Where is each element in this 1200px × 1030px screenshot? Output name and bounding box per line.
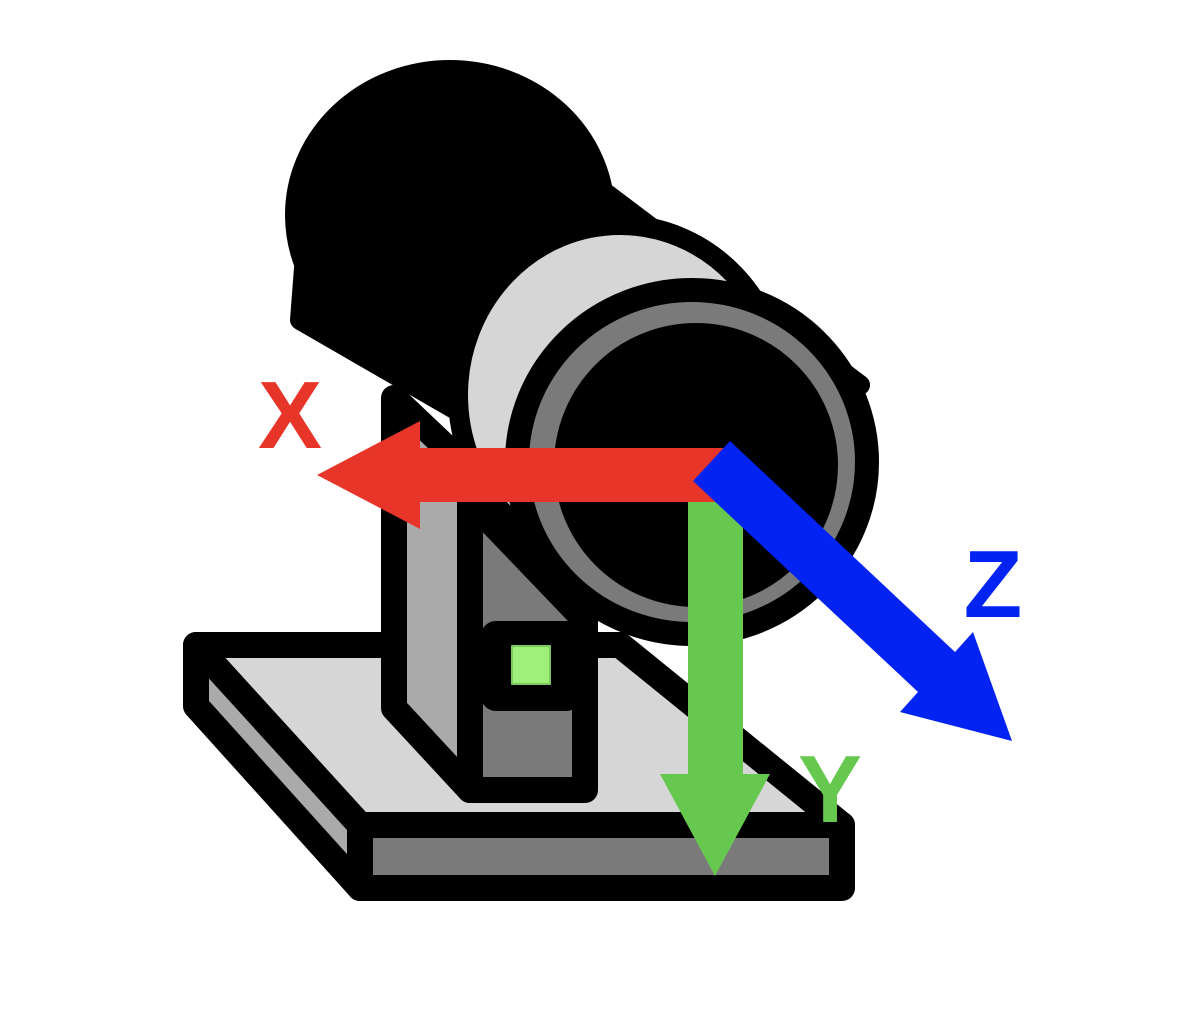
coordinate-axes: X Y Z — [258, 362, 1022, 876]
z-axis-arrow — [693, 441, 1012, 741]
status-light — [511, 645, 551, 685]
base-plate-front — [347, 812, 855, 901]
y-axis-arrow — [660, 490, 770, 876]
x-axis-arrow — [317, 421, 730, 529]
z-axis-label: Z — [964, 531, 1023, 638]
x-axis-label: X — [258, 362, 322, 469]
y-axis-label: Y — [798, 736, 862, 843]
camera-stand — [381, 385, 598, 803]
